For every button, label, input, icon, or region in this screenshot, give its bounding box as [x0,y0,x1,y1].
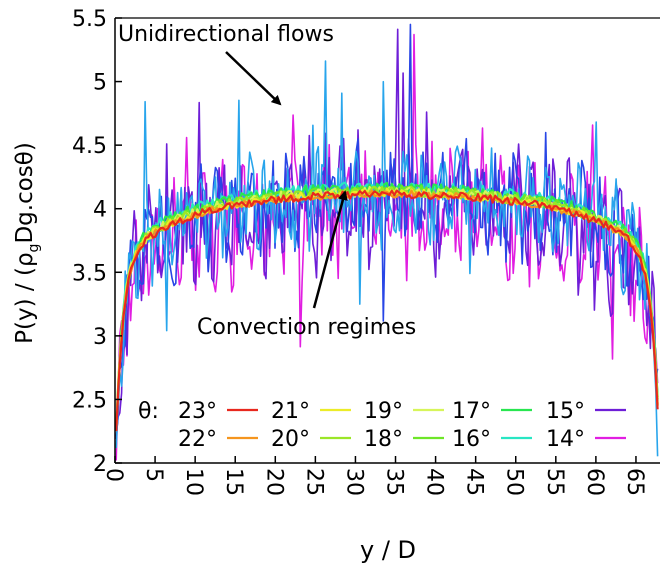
y-axis-label: P(y) / (ρgDg.cosθ) [12,142,42,344]
y-tick-label: 4.5 [72,134,107,159]
annotation-convection: Convection regimes [197,315,416,340]
x-tick-label: 50 [502,468,527,496]
legend-label: 19° [364,399,403,424]
y-tick-label: 2.5 [72,388,107,413]
x-tick-label: 40 [422,468,447,496]
x-tick-label: 35 [382,468,407,496]
x-axis-label: y / D [360,536,416,564]
x-tick-label: 25 [301,468,326,496]
x-tick-label: 15 [221,468,246,496]
y-axis-label-subscript: g [26,244,42,253]
annotation-convection-arrow [312,190,348,309]
series-line [115,23,659,437]
x-tick-label: 20 [261,468,286,496]
legend-label: 14° [546,427,585,452]
y-tick-label: 3 [93,325,107,350]
series-line [115,60,659,457]
y-tick-label: 2 [93,452,107,477]
x-tick-label: 60 [582,468,607,496]
x-tick-label: 30 [341,468,366,496]
y-tick-label: 5 [93,71,107,96]
x-tick-label: 55 [542,468,567,496]
legend-label: 23° [178,399,217,424]
x-tick-label: 10 [181,468,206,496]
legend-label: 18° [364,427,403,452]
legend-label: 21° [271,399,310,424]
legend-label: 20° [271,427,310,452]
y-axis-label-tail: Dg.cosθ) [12,142,38,243]
legend-theta-prefix: θ: [138,399,159,424]
x-ticks: 0 5 10 15 20 25 30 35 40 45 50 55 60 65 [101,456,647,496]
y-tick-label: 4 [93,198,107,223]
series-layer [115,23,659,461]
x-tick-label: 65 [622,468,647,496]
x-tick-label: 5 [141,468,166,482]
y-axis-label-main: P(y) / (ρ [12,252,38,343]
y-tick-label: 5.5 [72,7,107,32]
legend-label: 16° [452,427,491,452]
legend-label: 17° [452,399,491,424]
x-tick-label: 45 [462,468,487,496]
y-ticks: 2 2.5 3 3.5 4 4.5 5 5.5 [72,7,122,477]
annotation-unidirectional-arrow [225,51,282,106]
legend: 23° 21° 19° 17° 15° 22° 20° 18° 16° 14° [178,399,626,452]
annotation-unidirectional: Unidirectional flows [118,22,334,47]
series-line [115,28,659,439]
y-tick-label: 3.5 [72,261,107,286]
legend-label: 22° [178,427,217,452]
legend-label: 15° [546,399,585,424]
series-line [115,189,659,431]
x-tick-label: 0 [101,468,126,482]
